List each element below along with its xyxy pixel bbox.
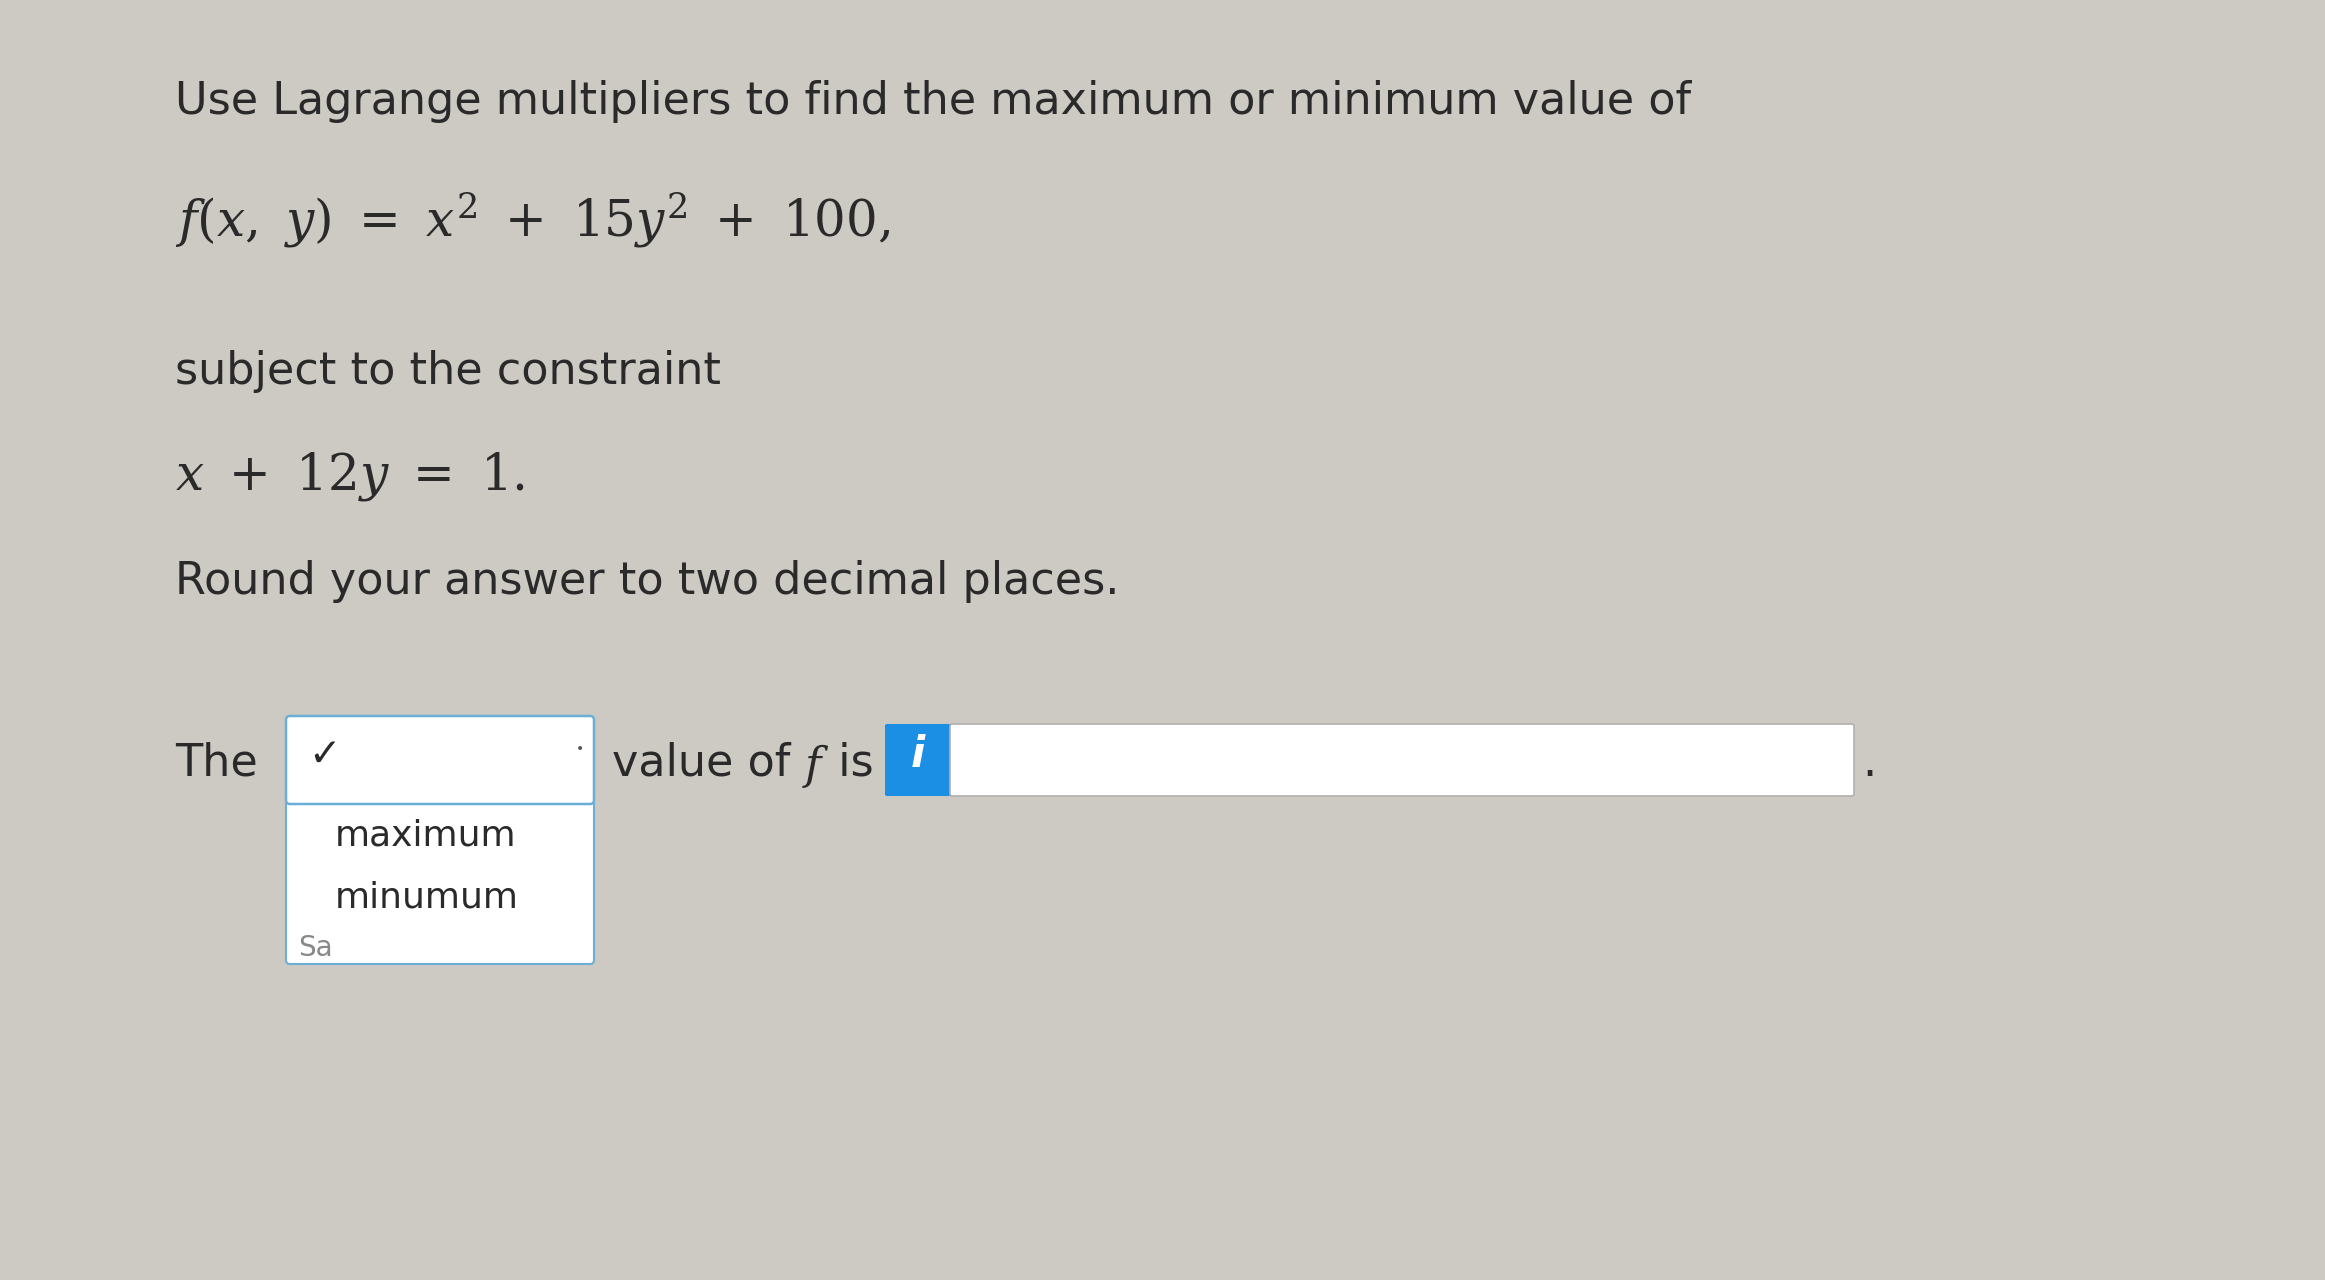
Text: ✓: ✓: [307, 736, 342, 774]
Text: Round your answer to two decimal places.: Round your answer to two decimal places.: [174, 561, 1118, 603]
Text: .: .: [1862, 742, 1876, 785]
Text: i: i: [911, 733, 925, 776]
Text: minumum: minumum: [335, 881, 518, 914]
Text: •: •: [577, 742, 584, 756]
Text: $x\ +\ 12y\ =\ 1.$: $x\ +\ 12y\ =\ 1.$: [174, 451, 525, 503]
Text: The: The: [174, 742, 258, 785]
FancyBboxPatch shape: [286, 716, 593, 804]
Text: $f(x,\ y)\ =\ x^2\ +\ 15y^2\ +\ 100,$: $f(x,\ y)\ =\ x^2\ +\ 15y^2\ +\ 100,$: [174, 189, 890, 250]
Text: is: is: [823, 742, 874, 785]
FancyBboxPatch shape: [286, 796, 593, 964]
Text: $f$: $f$: [802, 742, 830, 790]
FancyBboxPatch shape: [951, 724, 1853, 796]
FancyBboxPatch shape: [886, 724, 951, 796]
Text: subject to the constraint: subject to the constraint: [174, 349, 721, 393]
Text: value of: value of: [611, 742, 804, 785]
Text: maximum: maximum: [335, 818, 516, 852]
Text: Use Lagrange multipliers to find the maximum or minimum value of: Use Lagrange multipliers to find the max…: [174, 79, 1690, 123]
Text: Sa: Sa: [298, 934, 332, 963]
